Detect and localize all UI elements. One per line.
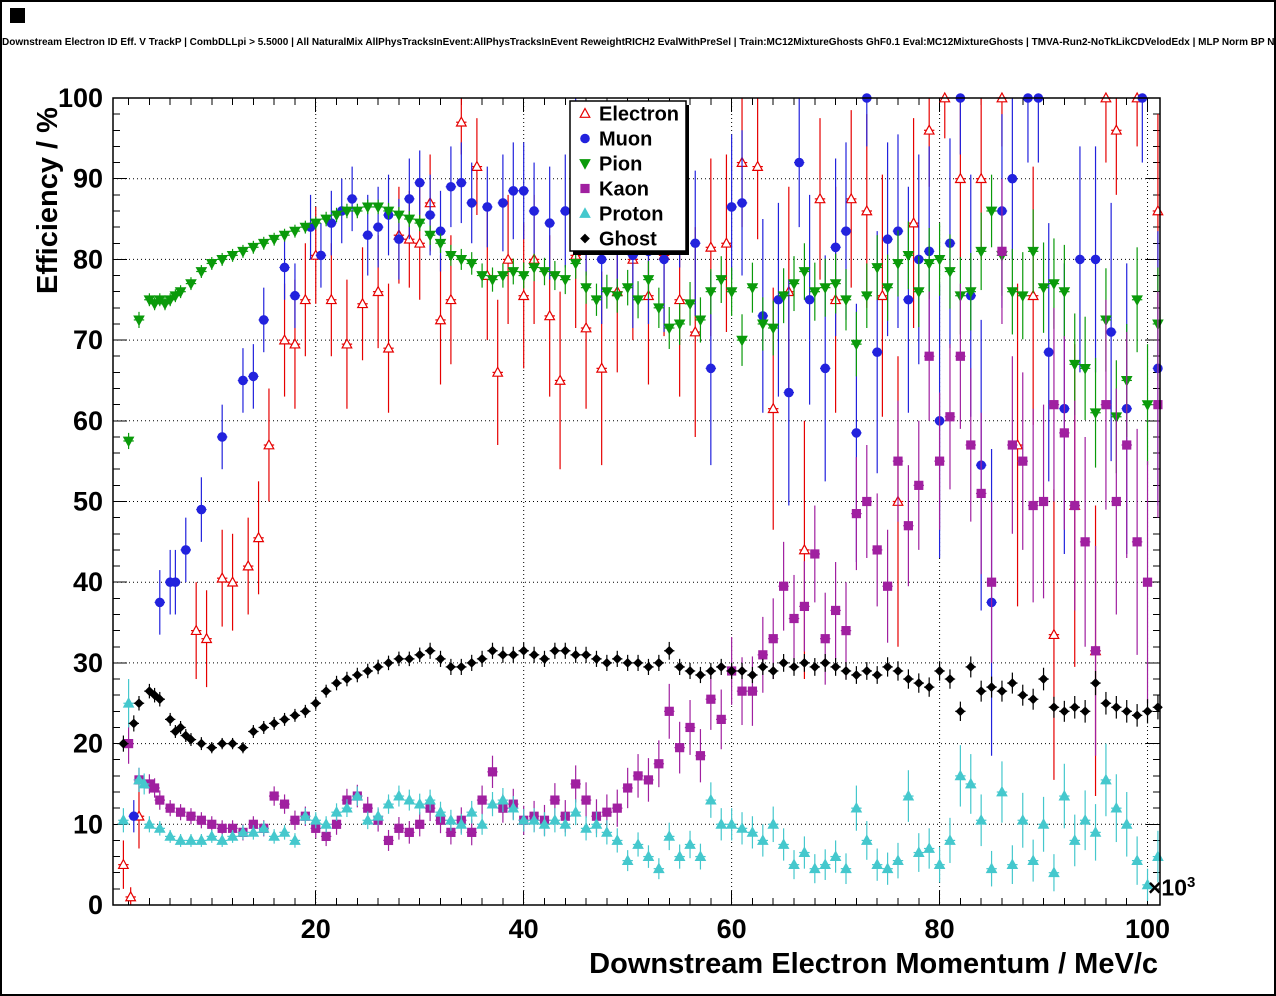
- legend-label-proton: Proton: [599, 204, 663, 226]
- svg-text:20: 20: [301, 914, 331, 944]
- legend-label-muon: Muon: [599, 129, 652, 151]
- svg-text:100: 100: [58, 83, 103, 113]
- legend-marker-pion: [579, 159, 591, 170]
- legend-label-kaon: Kaon: [599, 179, 649, 201]
- y-axis-label: Efficiency / %: [32, 107, 64, 294]
- canvas-corner-mark: [10, 8, 25, 23]
- legend-label-electron: Electron: [599, 104, 679, 126]
- legend-marker-proton: [579, 207, 591, 218]
- plot-title: Downstream Electron ID Eff. V TrackP | C…: [2, 37, 1275, 48]
- svg-text:10: 10: [73, 809, 103, 839]
- svg-text:70: 70: [73, 325, 103, 355]
- svg-text:40: 40: [509, 914, 539, 944]
- svg-text:80: 80: [925, 914, 955, 944]
- legend-marker-kaon: [580, 183, 590, 194]
- svg-text:50: 50: [73, 487, 103, 517]
- svg-text:60: 60: [73, 406, 103, 436]
- series-ghost: [118, 641, 1163, 754]
- x-axis-label: Downstream Electron Momentum / MeV/c: [589, 948, 1158, 980]
- tick-labels: 0 10 20 30 40 50 60 70 80 90 100 20 40 60 80 100: [58, 83, 1170, 944]
- svg-text:60: 60: [717, 914, 747, 944]
- svg-text:40: 40: [73, 567, 103, 597]
- svg-text:90: 90: [73, 164, 103, 194]
- svg-text:100: 100: [1125, 914, 1170, 944]
- x-axis-multiplier: ×103: [1148, 874, 1196, 901]
- legend-marker-electron: [579, 107, 591, 118]
- legend-marker-ghost: [580, 233, 590, 244]
- legend-marker-muon: [580, 133, 590, 144]
- legend: Electron Muon Pion Kaon Proton Ghost: [569, 100, 689, 255]
- plot-frame-border: [112, 97, 1161, 906]
- series-pion: [122, 174, 1164, 474]
- legend-label-pion: Pion: [599, 154, 642, 176]
- legend-label-ghost: Ghost: [599, 229, 657, 251]
- axis-ticks: [113, 97, 1160, 906]
- svg-text:80: 80: [73, 244, 103, 274]
- svg-text:0: 0: [88, 890, 103, 920]
- svg-text:30: 30: [73, 648, 103, 678]
- svg-text:20: 20: [73, 729, 103, 759]
- series-proton: [117, 679, 1164, 901]
